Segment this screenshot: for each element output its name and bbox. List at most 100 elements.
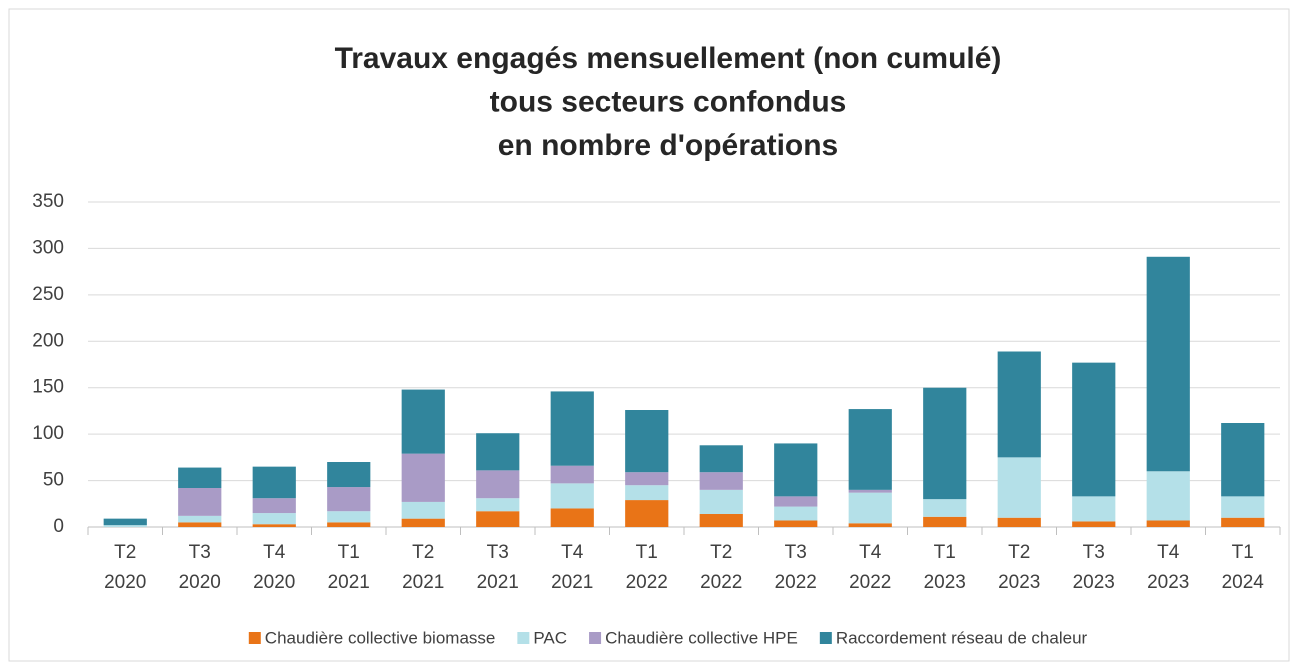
legend-label: Raccordement réseau de chaleur [836,628,1088,647]
bar-segment [1221,517,1265,527]
bar-segment [1221,496,1265,518]
bar-segment [178,515,222,523]
x-tick-label: 2022 [775,572,817,593]
bar-segment [1221,423,1265,497]
x-tick-label: T2 [412,542,434,563]
x-tick-label: 2023 [1147,572,1189,593]
x-tick-label: 2020 [179,572,221,593]
bar-segment [476,470,520,499]
bar-segment [1072,521,1116,527]
bar-segment [848,523,892,527]
bar-segment [178,467,222,488]
x-tick-label: T1 [934,542,956,563]
bar-segment [1072,362,1116,497]
bar-segment [997,457,1041,518]
bar-segment [401,389,445,454]
x-tick-label: T3 [189,542,211,563]
x-tick-label: 2020 [253,572,295,593]
legend-swatch [248,632,261,644]
chart-title: en nombre d'opérations [498,129,839,162]
bar-segment [923,387,967,500]
x-tick-label: T1 [636,542,658,563]
legend-swatch [589,632,602,644]
bar-segment [401,501,445,519]
x-tick-label: 2021 [551,572,593,593]
y-tick-label: 100 [32,423,64,444]
x-tick-label: 2022 [700,572,742,593]
x-tick-label: 2021 [328,572,370,593]
x-tick-label: 2023 [924,572,966,593]
bar-segment [625,500,669,527]
x-tick-label: 2022 [849,572,891,593]
x-tick-label: T2 [1008,542,1030,563]
bar-segment [476,433,520,471]
y-tick-label: 300 [32,237,64,258]
y-tick-label: 50 [43,470,64,491]
bar-segment [550,465,594,484]
bar-segment [327,462,371,488]
bar-segment [625,485,669,501]
bar-segment [1072,496,1116,522]
bar-segment [699,489,743,514]
bar-segment [327,522,371,527]
x-tick-label: T3 [487,542,509,563]
bar-segment [997,517,1041,527]
bar-segment [401,518,445,527]
bar-segment [1146,471,1190,521]
bar-segment [103,518,147,526]
bar-segment [550,391,594,466]
x-tick-label: 2024 [1222,572,1265,593]
bar-segment [625,410,669,473]
x-tick-label: 2021 [477,572,519,593]
bar-segment [550,508,594,527]
x-tick-label: T4 [859,542,882,563]
y-tick-label: 350 [32,191,64,212]
bar-segment [923,516,967,527]
bar-segment [699,472,743,490]
x-tick-label: 2021 [402,572,444,593]
x-tick-label: T2 [114,542,136,563]
bar-segment [252,498,296,514]
chart-title: tous secteurs confondus [490,85,847,118]
bar-segment [774,496,818,507]
y-tick-label: 200 [32,330,64,351]
x-tick-label: 2022 [626,572,668,593]
chart-border [8,8,1290,662]
x-tick-label: T1 [338,542,360,563]
legend-label: Chaudière collective HPE [605,628,798,647]
x-tick-label: 2023 [998,572,1040,593]
x-tick-label: T1 [1232,542,1254,563]
bar-segment [774,443,818,497]
x-tick-label: T4 [1157,542,1180,563]
bar-segment [699,445,743,473]
bar-segment [848,492,892,524]
legend-label: PAC [533,628,567,647]
bar-segment [1146,520,1190,527]
bar-segment [252,513,296,525]
y-tick-label: 250 [32,284,64,305]
x-tick-label: 2023 [1073,572,1115,593]
y-tick-label: 150 [32,377,64,398]
bar-segment [252,466,296,499]
legend-swatch [819,632,832,644]
bar-segment [997,351,1041,458]
bar-segment [103,525,147,527]
x-tick-label: T4 [561,542,584,563]
bar-segment [848,409,892,490]
bar-segment [252,524,296,527]
bar-segment [327,511,371,523]
bar-segment [178,522,222,527]
bar-segment [550,483,594,509]
bar-segment [178,488,222,516]
x-tick-label: T4 [263,542,286,563]
bar-segment [1146,256,1190,472]
x-tick-label: T2 [710,542,732,563]
legend-label: Chaudière collective biomasse [265,628,496,647]
x-tick-label: T3 [1083,542,1105,563]
bar-segment [327,487,371,512]
bar-segment [476,511,520,527]
x-tick-label: 2020 [104,572,146,593]
y-tick-label: 0 [53,516,64,537]
bar-segment [774,520,818,527]
bar-segment [625,472,669,486]
